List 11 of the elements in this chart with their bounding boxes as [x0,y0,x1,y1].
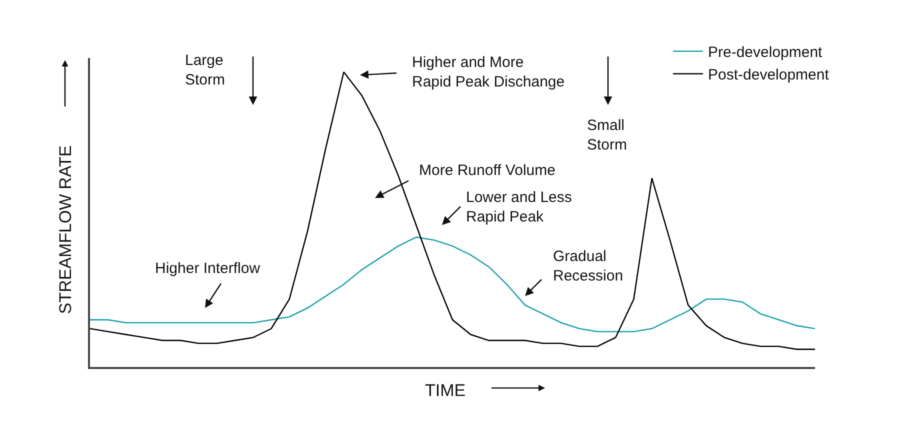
annotation: Higher and More Rapid Peak Dischange [412,54,565,90]
annotation: Large Storm [185,52,226,88]
annotation: Gradual Recession [553,248,624,284]
annotation: Higher Interflow [155,260,260,277]
legend-label: Post-development [708,66,830,84]
annotation: More Runoff Volume [419,162,556,179]
annotation: Lower and Less Rapid Peak [466,189,572,226]
y-axis-title: STREAMFLOW RATE [56,145,75,314]
annotation: Small Storm [587,117,628,154]
legend-label: Pre-development [708,44,824,62]
x-axis-title: TIME [425,381,466,400]
